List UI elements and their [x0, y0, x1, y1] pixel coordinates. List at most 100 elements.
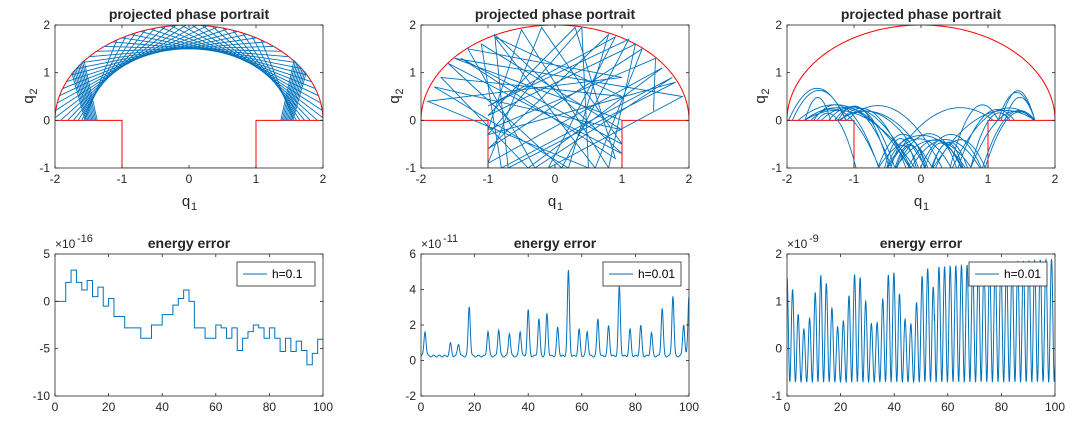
trajectory-line	[425, 26, 684, 168]
x-tick-label: 40	[156, 400, 170, 414]
x-tick-label: 100	[313, 400, 333, 414]
x-tick-label: 20	[102, 400, 116, 414]
trajectory-line	[788, 87, 1036, 168]
y-tick-label: 1	[409, 66, 416, 80]
y-tick-label: 0	[43, 113, 50, 127]
y-tick-label: -1	[771, 389, 782, 403]
exponent-power: -16	[77, 233, 93, 245]
exponent-base: ×10	[421, 237, 442, 251]
y-axis-label-group: q2	[752, 88, 772, 103]
x-tick-label: 20	[834, 400, 848, 414]
y-tick-label: -10	[33, 389, 51, 403]
x-tick-label: 80	[263, 400, 277, 414]
x-tick-label: 60	[941, 400, 955, 414]
plot-area	[55, 25, 323, 168]
x-tick-label: -2	[782, 172, 793, 186]
legend-box	[602, 261, 682, 287]
axes-box	[786, 24, 1056, 169]
x-tick-label: 100	[679, 400, 699, 414]
y-tick-label: 5	[43, 247, 50, 261]
legend: h=0.1	[236, 261, 316, 287]
y-tick-label: -1	[39, 161, 50, 175]
x-tick-label: 1	[253, 172, 260, 186]
boundary-semicircle	[421, 25, 689, 121]
y-tick-label: -2	[405, 389, 416, 403]
y-tick-label: -1	[771, 161, 782, 175]
chart-title: projected phase portrait	[475, 6, 636, 22]
x-axis-label: q	[182, 193, 190, 210]
y-axis-label: q	[20, 95, 37, 103]
plot-area	[55, 269, 323, 366]
series-line	[787, 258, 1055, 384]
y-axis-label: q	[386, 95, 403, 103]
x-tick-label: 80	[629, 400, 643, 414]
x-tick-label: 1	[985, 172, 992, 186]
y-tick-label: 2	[775, 18, 782, 32]
y-axis-label-group: q2	[386, 88, 406, 103]
x-axis-label-sub: 1	[923, 201, 929, 213]
y-tick-label: 1	[43, 66, 50, 80]
x-tick-label: 40	[522, 400, 536, 414]
y-tick-label: 4	[409, 283, 416, 297]
y-axis-label: q	[752, 95, 769, 103]
x-axis-label-sub: 1	[557, 201, 563, 213]
y-axis-label-sub: 2	[760, 88, 772, 94]
y-tick-label: 0	[409, 354, 416, 368]
legend-label: h=0.1	[272, 267, 303, 281]
x-tick-label: -2	[50, 172, 61, 186]
x-tick-label: 100	[1045, 400, 1065, 414]
boundary-step	[421, 119, 689, 168]
trajectory-line	[55, 25, 323, 121]
x-axis-label: q	[548, 193, 556, 210]
y-tick-label: 1	[775, 66, 782, 80]
plot-area	[787, 25, 1055, 168]
y-tick-label: 0	[43, 294, 50, 308]
axes-box	[54, 253, 324, 397]
x-tick-label: 0	[418, 400, 425, 414]
x-tick-label: 0	[552, 172, 559, 186]
legend: h=0.01	[602, 261, 682, 287]
boundary-semicircle	[787, 25, 1055, 121]
x-axis-label: q	[914, 193, 922, 210]
legend-label: h=0.01	[638, 267, 675, 281]
series-line	[421, 269, 689, 358]
chart-title: energy error	[880, 235, 963, 251]
y-tick-label: -5	[39, 342, 50, 356]
chart-title: projected phase portrait	[109, 6, 270, 22]
legend-label: h=0.01	[1004, 267, 1041, 281]
y-axis-label-sub: 2	[28, 88, 40, 94]
axes-box	[786, 253, 1056, 397]
x-tick-label: 0	[918, 172, 925, 186]
exponent-power: -9	[809, 233, 819, 245]
plot-area	[421, 269, 689, 358]
plot-area	[421, 25, 689, 168]
chart-title: energy error	[148, 235, 231, 251]
x-tick-label: 60	[575, 400, 589, 414]
y-tick-label: 2	[409, 318, 416, 332]
y-tick-label: 0	[775, 113, 782, 127]
x-tick-label: 0	[784, 400, 791, 414]
chart-title: projected phase portrait	[841, 6, 1002, 22]
x-tick-label: -1	[117, 172, 128, 186]
boundary-step	[55, 119, 323, 168]
series-line	[55, 269, 323, 366]
legend-box	[968, 261, 1048, 287]
x-axis-label-sub: 1	[191, 201, 197, 213]
x-tick-label: 80	[995, 400, 1009, 414]
y-tick-label: 0	[775, 342, 782, 356]
x-tick-label: 2	[320, 172, 327, 186]
legend-box	[236, 261, 316, 287]
x-tick-label: -1	[483, 172, 494, 186]
chart-title: energy error	[514, 235, 597, 251]
y-tick-label: -1	[405, 161, 416, 175]
y-tick-label: 2	[409, 18, 416, 32]
y-axis-label-sub: 2	[394, 88, 406, 94]
x-tick-label: 2	[686, 172, 693, 186]
y-axis-label-group: q2	[20, 88, 40, 103]
boundary-semicircle	[55, 25, 323, 121]
